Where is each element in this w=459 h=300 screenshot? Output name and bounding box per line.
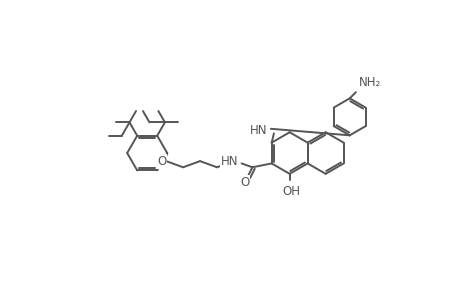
- Text: O: O: [157, 154, 166, 168]
- Text: HN: HN: [250, 124, 267, 137]
- Text: HN: HN: [221, 154, 238, 168]
- Text: OH: OH: [281, 184, 300, 198]
- Text: O: O: [240, 176, 249, 189]
- Text: NH₂: NH₂: [358, 76, 381, 89]
